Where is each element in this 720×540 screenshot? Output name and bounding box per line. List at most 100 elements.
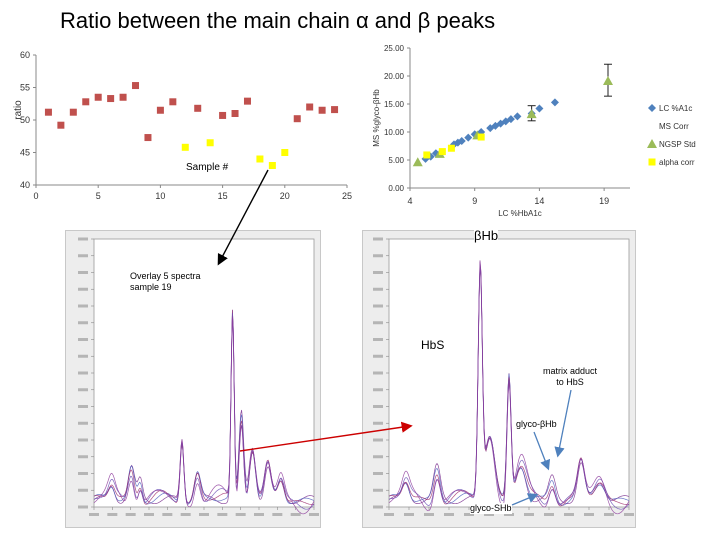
y-tick-label: 10.00: [384, 128, 405, 137]
y-tick-label: 20.00: [384, 72, 405, 81]
x-tick-label-blur: [235, 513, 246, 516]
matrix-adduct-line2: to HbS: [556, 377, 584, 387]
data-point-samples: [144, 134, 152, 142]
x-tick-label: 25: [342, 191, 352, 201]
x-tick-label-blur: [107, 513, 118, 516]
y-tick-label-blur: [373, 254, 383, 258]
y-tick-label-blur: [373, 371, 383, 375]
data-point-alpha-corr: [423, 151, 431, 159]
legend-entry: NGSP Std: [659, 140, 696, 149]
y-tick-label-blur: [373, 505, 383, 509]
x-tick-label-blur: [584, 513, 594, 516]
x-tick-label-blur: [290, 513, 301, 516]
data-point-highlighted: [206, 139, 214, 147]
x-tick-label-blur: [424, 513, 434, 516]
x-tick-label: 15: [218, 191, 228, 201]
matrix-adduct-label: matrix adduct to HbS: [543, 366, 598, 388]
data-point-highlighted: [281, 149, 289, 156]
data-point-lc-a1c: [426, 152, 435, 161]
y-tick-label-blur: [373, 237, 383, 241]
x-tick-label-blur: [217, 513, 228, 516]
data-point-samples: [169, 98, 177, 106]
glyco-bhb-label: glyco-βHb: [516, 419, 557, 430]
y-tick-label: 50: [20, 115, 30, 125]
x-tick-label: 19: [599, 196, 609, 206]
data-point-highlighted: [268, 162, 276, 169]
y-tick-label-blur: [373, 388, 383, 392]
y-tick-label-blur: [78, 338, 88, 341]
legend-entry: MS Corr: [659, 122, 689, 131]
y-axis-label: MS %glyco-βHb: [372, 89, 381, 147]
y-tick-label-blur: [78, 287, 88, 291]
legend-entry: LC %A1c: [659, 104, 692, 113]
x-tick-label-blur: [180, 513, 191, 516]
data-point-highlighted: [181, 143, 189, 151]
sample-axis-label: Sample #: [186, 162, 229, 173]
x-tick-label: 5: [96, 191, 101, 201]
spectrum-trace: [388, 266, 630, 507]
x-tick-label: 14: [534, 196, 544, 206]
data-point-samples: [107, 95, 115, 103]
data-point-ngsp-std: [603, 76, 613, 86]
data-point-highlighted: [256, 155, 264, 163]
ratio-scatter-chart: 40 45 50 55 60 0 5 10 15 20 25 ratio: [13, 50, 352, 201]
data-point-samples: [331, 106, 339, 114]
x-tick-label: 4: [407, 196, 412, 206]
x-tick-label-blur: [254, 513, 264, 516]
overlay-note-line2: sample 19: [130, 282, 172, 292]
overlay-note-line1: Overlay 5 spectra: [130, 271, 201, 281]
data-point-samples: [82, 98, 90, 106]
y-tick-label-blur: [78, 488, 88, 492]
y-tick-label-blur: [373, 488, 383, 492]
data-point-samples: [293, 115, 301, 123]
y-axis-label: ratio: [13, 100, 24, 120]
y-tick-label-blur: [373, 472, 383, 475]
y-tick-label-blur: [78, 455, 88, 459]
y-tick-label-blur: [373, 455, 383, 459]
data-point-lc-a1c: [496, 119, 505, 128]
x-tick-label: 10: [155, 191, 165, 201]
y-tick-label: 15.00: [384, 100, 405, 109]
data-point-samples: [94, 93, 102, 101]
y-tick-label-blur: [78, 304, 88, 308]
y-tick-label: 0.00: [388, 184, 404, 193]
matrix-adduct-line1: matrix adduct: [543, 366, 598, 376]
x-tick-label-blur: [272, 513, 283, 516]
y-tick-label: 60: [20, 50, 30, 60]
legend-marker: [647, 139, 657, 148]
y-tick-label-blur: [78, 354, 88, 358]
y-tick-label-blur: [78, 421, 88, 425]
data-point-lc-a1c: [550, 98, 559, 107]
y-tick-label-blur: [373, 438, 383, 442]
x-tick-label-blur: [544, 513, 554, 516]
data-point-samples: [132, 82, 140, 90]
y-tick-label-blur: [373, 321, 383, 325]
x-tick-label: 0: [33, 191, 38, 201]
x-tick-label-blur: [309, 513, 319, 516]
hbs-label: HbS: [421, 338, 445, 352]
x-tick-label-blur: [464, 513, 474, 516]
x-tick-label: 20: [280, 191, 290, 201]
y-tick-label-blur: [373, 405, 383, 408]
data-point-alpha-corr: [477, 133, 485, 141]
data-point-samples: [318, 106, 326, 114]
y-tick-label-blur: [78, 271, 88, 274]
spectrum-trace: [93, 316, 315, 515]
data-point-lc-a1c: [535, 104, 544, 113]
data-point-samples: [194, 104, 202, 112]
data-point-lc-a1c: [464, 133, 473, 142]
y-tick-label-blur: [373, 421, 383, 425]
y-tick-label: 40: [20, 180, 30, 190]
data-point-samples: [231, 110, 239, 117]
x-tick-label-blur: [444, 513, 454, 516]
x-tick-label-blur: [125, 513, 136, 516]
x-tick-label-blur: [199, 513, 209, 516]
x-tick-label-blur: [624, 513, 634, 516]
glyco-shb-label: glyco-SHb: [470, 503, 512, 514]
data-point-samples: [156, 106, 164, 114]
spectrum-trace: [388, 261, 630, 515]
y-tick-label: 45: [20, 148, 30, 158]
x-tick-label-blur: [524, 513, 534, 516]
data-point-lc-a1c: [506, 115, 515, 124]
x-tick-label: 9: [472, 196, 477, 206]
